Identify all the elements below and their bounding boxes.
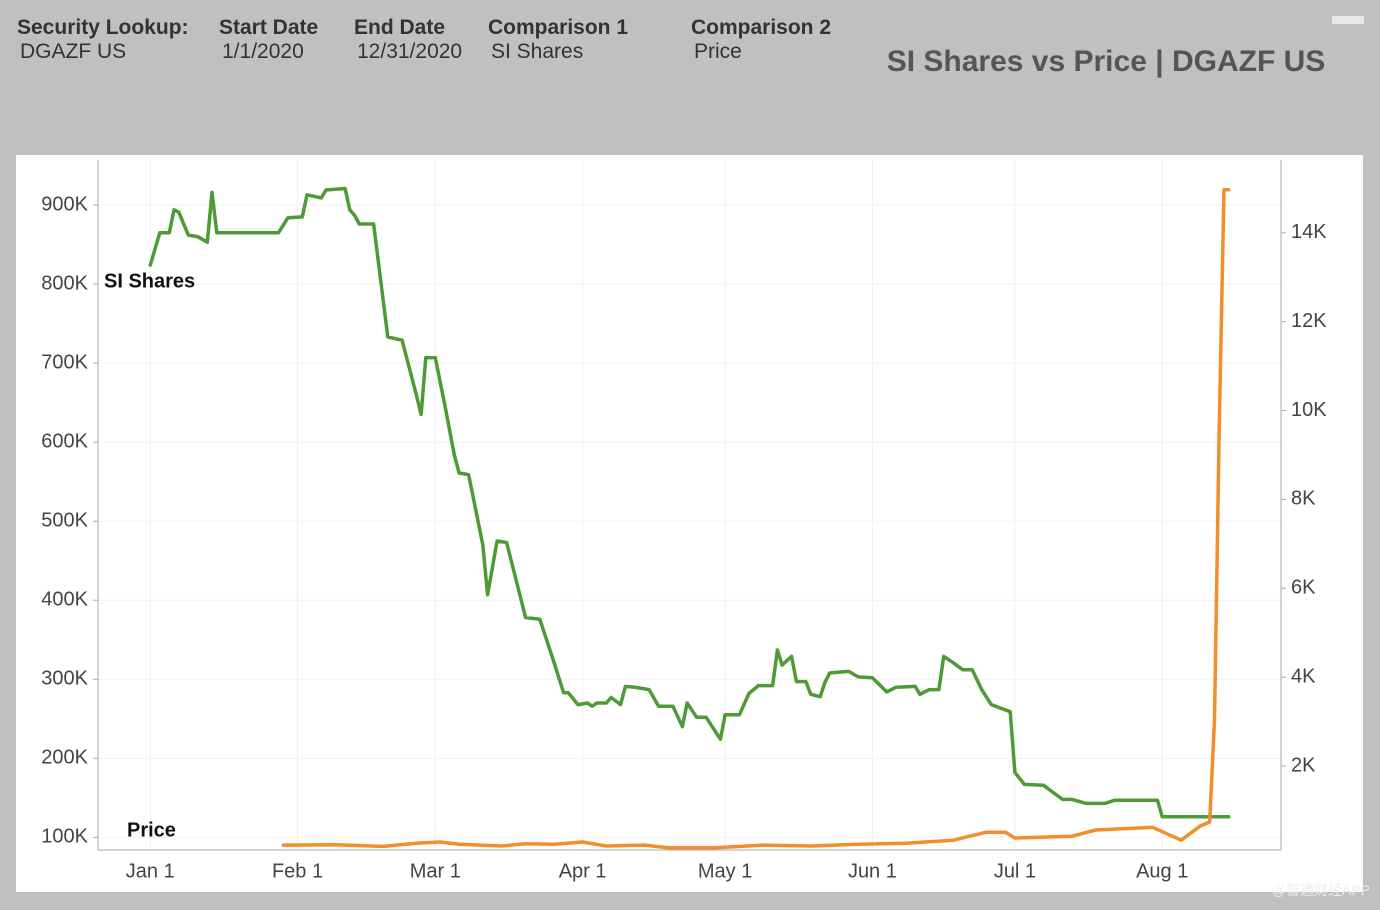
- y2-tick-label: 14K: [1291, 221, 1327, 243]
- y2-tick-label: 2K: [1291, 754, 1316, 776]
- x-tick-label: Mar 1: [410, 860, 461, 882]
- y-tick-label: 400K: [41, 589, 88, 611]
- y-tick-label: 900K: [41, 193, 88, 215]
- field: Security Lookup: DGAZF US: [17, 16, 189, 64]
- plot-panel: [16, 155, 1363, 892]
- icon: [1332, 16, 1364, 24]
- field-value: 12/31/2020: [357, 40, 463, 63]
- x-tick-label: Jul 1: [994, 860, 1036, 882]
- y-tick-label: 600K: [41, 430, 88, 452]
- x-tick-label: Jun 1: [848, 860, 897, 882]
- field-value: SI Shares: [491, 40, 584, 63]
- y-tick-label: 700K: [41, 351, 88, 373]
- field: Comparison 2 Price: [691, 16, 831, 64]
- field-label: Comparison 2: [691, 16, 832, 39]
- series-line: [148, 186, 1231, 819]
- field: End Date 12/31/2020: [354, 16, 462, 64]
- x-tick-label: Apr 1: [559, 860, 607, 882]
- watermark: @智通财经APP: [1271, 882, 1370, 898]
- field-label: Start Date: [219, 16, 319, 39]
- series-line: [281, 188, 1231, 850]
- field: Start Date 1/1/2020: [219, 16, 318, 64]
- y2-tick-label: 4K: [1291, 665, 1316, 687]
- x-tick-label: May 1: [698, 860, 752, 882]
- y2-tick-label: 8K: [1291, 488, 1316, 510]
- field-label: Security Lookup:: [17, 16, 189, 39]
- y-tick-label: 100K: [41, 826, 88, 848]
- y-tick-label: 800K: [41, 272, 88, 294]
- y2-tick-label: 10K: [1291, 399, 1327, 421]
- y-tick-label: 300K: [41, 668, 88, 690]
- field-label: End Date: [354, 16, 446, 39]
- field-value: DGAZF US: [20, 40, 127, 63]
- x-tick-label: Aug 1: [1136, 860, 1188, 882]
- x-tick-label: Feb 1: [272, 860, 323, 882]
- field-label: Comparison 1: [488, 16, 629, 39]
- y-tick-label: 500K: [41, 509, 88, 531]
- annotation: Price: [127, 819, 176, 841]
- field: Comparison 1 SI Shares: [488, 16, 628, 64]
- field-value: Price: [694, 40, 742, 63]
- y2-tick-label: 6K: [1291, 577, 1316, 599]
- y2-tick-label: 12K: [1291, 310, 1327, 332]
- field-value: 1/1/2020: [222, 40, 304, 63]
- x-tick-label: Jan 1: [126, 860, 175, 882]
- chart-title: SI Shares vs Price | DGAZF US: [886, 45, 1326, 78]
- annotation: SI Shares: [104, 270, 195, 292]
- y-tick-label: 200K: [41, 747, 88, 769]
